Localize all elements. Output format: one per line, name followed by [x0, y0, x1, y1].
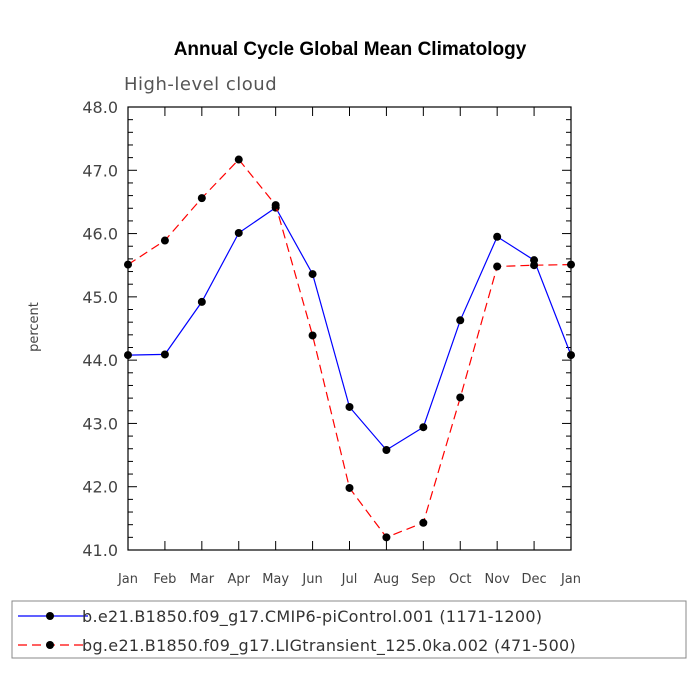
series-2-point [160, 236, 169, 245]
series-2-point [493, 262, 502, 271]
series-1-point [308, 270, 317, 279]
y-tick-label: 48.0 [82, 98, 118, 117]
x-tick-label: Mar [190, 572, 215, 587]
x-tick-label: Jul [341, 572, 358, 587]
series-2-point [382, 533, 391, 542]
plot-frame [127, 106, 572, 551]
series-line-1 [127, 206, 572, 451]
x-tick-label: Nov [484, 572, 510, 587]
chart-subtitle: High-level cloud [124, 74, 277, 95]
legend: b.e21.B1850.f09_g17.CMIP6-piControl.001 … [18, 607, 576, 656]
x-tick-label: Sep [411, 572, 436, 587]
series-1-point [567, 351, 575, 360]
x-tick-label: Aug [374, 572, 399, 587]
series-2-point [197, 194, 206, 203]
series-2-point [234, 155, 243, 164]
series-1-point [160, 350, 169, 359]
series-1-point [493, 232, 502, 241]
x-tick-label: Jun [301, 572, 322, 587]
y-tick-label: 45.0 [82, 288, 118, 307]
series-2-point [308, 331, 317, 340]
series-layer [124, 155, 575, 542]
series-1-point [419, 423, 428, 432]
y-tick-label: 43.0 [82, 414, 118, 433]
chart-title: Annual Cycle Global Mean Climatology [174, 39, 527, 60]
y-tick-label: 47.0 [82, 161, 118, 180]
x-tick-label: Jan [117, 572, 138, 587]
legend-label-1: b.e21.B1850.f09_g17.CMIP6-piControl.001 … [82, 607, 542, 627]
x-tick-label: Feb [153, 572, 176, 587]
x-tick-label: May [262, 572, 289, 587]
y-tick-label: 44.0 [82, 351, 118, 370]
x-tick-label: Jan [560, 572, 581, 587]
series-1-point [345, 402, 354, 411]
series-2-point [530, 261, 539, 270]
series-1-point [197, 297, 206, 306]
series-2-point [124, 260, 132, 269]
x-tick-labels: Jan Feb Mar Apr May Jun Jul Aug Sep Oct Nov Dec Jan [117, 572, 581, 587]
y-tick-labels: 41.0 42.0 43.0 44.0 45.0 46.0 47.0 48.0 [82, 98, 118, 560]
axis-ticks [127, 106, 572, 551]
series-2-point [419, 518, 428, 527]
x-tick-label: Dec [522, 572, 547, 587]
series-1-point [124, 351, 132, 360]
x-tick-label: Apr [228, 572, 251, 587]
series-2-point [567, 260, 575, 269]
y-axis-label: percent [27, 302, 42, 352]
x-tick-label: Oct [449, 572, 471, 587]
series-line-2 [127, 158, 572, 539]
legend-box [11, 600, 687, 659]
y-tick-label: 46.0 [82, 225, 118, 244]
series-2-point [456, 393, 465, 402]
legend-marker-1 [46, 612, 54, 620]
legend-marker-2 [46, 641, 54, 649]
legend-label-2: bg.e21.B1850.f09_g17.LIGtransient_125.0k… [82, 636, 576, 656]
series-1-point [382, 446, 391, 455]
y-tick-label: 41.0 [82, 541, 118, 560]
series-2-point [345, 483, 354, 492]
series-1-point [456, 316, 465, 325]
series-2-point [271, 201, 280, 210]
series-1-point [234, 228, 243, 237]
y-tick-label: 42.0 [82, 478, 118, 497]
